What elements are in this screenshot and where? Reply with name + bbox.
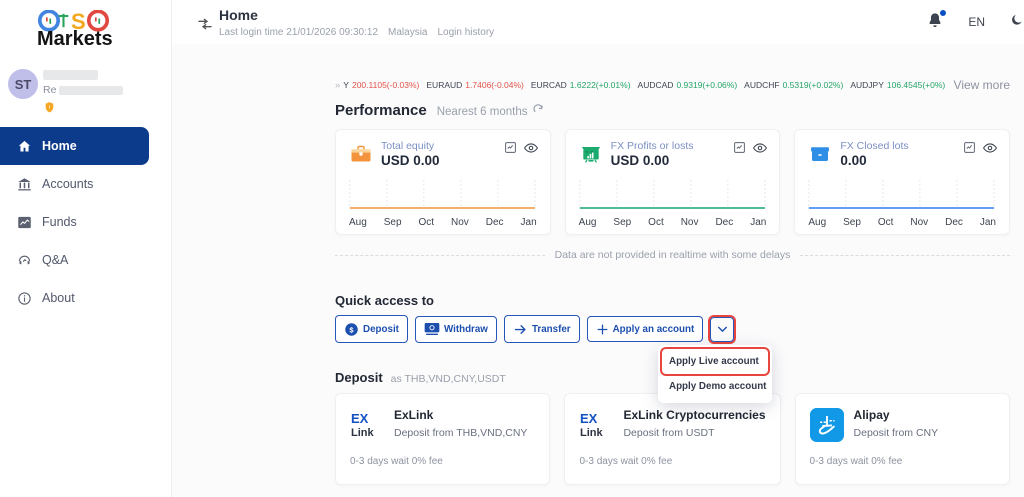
svg-text:Link: Link (351, 427, 374, 439)
svg-text:Markets: Markets (37, 28, 113, 50)
svg-text:EX: EX (580, 411, 598, 426)
svg-text:Link: Link (580, 427, 603, 439)
svg-text:EX: EX (351, 411, 369, 426)
